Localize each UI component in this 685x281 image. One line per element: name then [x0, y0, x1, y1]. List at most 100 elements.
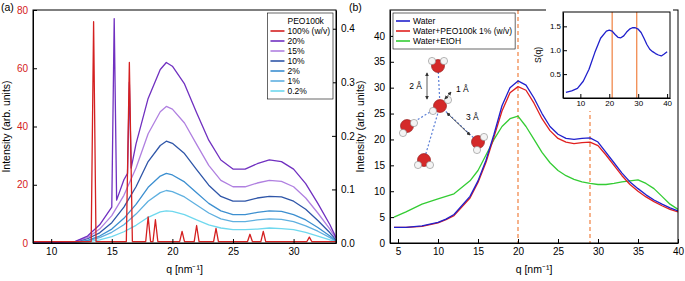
tick-mark	[33, 68, 37, 69]
line-series	[33, 106, 336, 243]
legend-box	[393, 13, 515, 49]
line-series	[33, 191, 336, 243]
tick-mark	[390, 191, 394, 192]
tick-mark	[563, 50, 567, 51]
tick-label: 10	[576, 99, 585, 108]
tick-mark	[33, 243, 37, 244]
tick-label: 5	[396, 246, 402, 257]
line-series	[566, 28, 667, 93]
tick-label: 30	[289, 246, 301, 257]
tick-mark	[294, 239, 295, 243]
reference-line	[612, 12, 613, 98]
figure: 10152025300204060800.00.10.20.30.4q [nm⁻…	[0, 0, 685, 281]
y-axis-title: Intensity (arb. units)	[354, 80, 366, 172]
tick: 0.4	[332, 23, 355, 34]
line-series	[33, 22, 336, 242]
tick-mark	[580, 94, 581, 98]
tick-mark	[518, 239, 519, 243]
tick: 20	[167, 239, 179, 257]
tick-label: 15	[107, 246, 119, 257]
tick-label: 0.4	[341, 23, 355, 34]
line-series	[33, 19, 336, 243]
y2-axis: 0.00.10.20.30.4	[332, 11, 355, 249]
tick: 25	[374, 108, 394, 119]
axis-line	[34, 243, 337, 244]
tick: 10	[46, 239, 58, 257]
tick-mark	[563, 74, 567, 75]
tick: 20	[605, 94, 614, 108]
legend-swatch	[270, 40, 284, 42]
legend-label: 1%	[287, 76, 300, 86]
tick-mark	[478, 239, 479, 243]
tick-label: 20	[605, 99, 614, 108]
tick-label: 0	[22, 238, 28, 249]
y-axis-title: Intensity (arb. units)	[0, 80, 12, 172]
legend-swatch	[270, 80, 284, 82]
tick: 0.3	[332, 77, 355, 88]
tick-label: 0	[379, 238, 385, 249]
annotation: 2 Å	[409, 81, 422, 91]
dimension-arrow	[427, 73, 428, 99]
tick: 30	[374, 82, 394, 93]
tick-label: 1.5	[550, 22, 562, 31]
tick-mark	[667, 94, 668, 98]
hydrogen-atom	[428, 57, 435, 64]
line-series	[394, 81, 678, 228]
tick-label: 10	[46, 246, 58, 257]
annotation: 1 Å	[456, 84, 469, 94]
plot-area	[566, 12, 667, 98]
tick: 5	[396, 239, 402, 257]
tick-label: 20	[167, 246, 179, 257]
hydrogen-atom	[440, 57, 447, 64]
tick-mark	[390, 243, 394, 244]
tick: 0.1	[332, 184, 355, 195]
tick-label: 40	[17, 121, 29, 132]
inset: 102030400.51.01.5S(q)	[533, 9, 673, 111]
tick: 40	[374, 31, 394, 42]
axis-line	[390, 11, 391, 244]
y-axis: 020406080	[17, 5, 37, 249]
tick-mark	[438, 239, 439, 243]
tick-mark	[609, 94, 610, 98]
tick-mark	[563, 26, 567, 27]
legend-box	[267, 13, 333, 99]
tick-label: 15	[374, 160, 386, 171]
tick-mark	[558, 239, 559, 243]
tick-mark	[172, 239, 173, 243]
legend-title: PEO100k	[287, 16, 324, 26]
tick: 40	[17, 121, 37, 132]
hydrogen-atom	[480, 133, 487, 140]
tick: 20	[17, 179, 37, 190]
x-axis-title: q [nm⁻¹]	[516, 263, 553, 275]
molecule-illustration	[399, 57, 487, 168]
hydrogen-atom	[444, 96, 451, 103]
tick: 60	[17, 63, 37, 74]
tick: 40	[663, 94, 672, 108]
tick: 10	[374, 186, 394, 197]
panel: 10152025300204060800.00.10.20.30.4q [nm⁻…	[0, 1, 355, 275]
tick: 30	[593, 239, 605, 257]
tick: 1.5	[550, 22, 567, 31]
tick-mark	[332, 243, 336, 244]
plot-frame	[563, 12, 670, 98]
tick-mark	[51, 239, 52, 243]
tick: 5	[379, 212, 394, 223]
plot-frame	[33, 10, 336, 243]
tick-mark	[390, 88, 394, 89]
legend-label: Water	[413, 16, 436, 26]
line-series	[394, 116, 678, 217]
legend-label: 20%	[287, 36, 304, 46]
hydrogen-atom	[410, 119, 417, 126]
tick: 15	[473, 239, 485, 257]
tick-mark	[33, 185, 37, 186]
tick-mark	[332, 136, 336, 137]
inset-background	[546, 9, 673, 111]
tick-mark	[638, 94, 639, 98]
tick-label: 30	[593, 246, 605, 257]
tick-label: 35	[633, 246, 645, 257]
tick-mark	[33, 10, 37, 11]
tick-label: 40	[673, 246, 685, 257]
tick-mark	[390, 62, 394, 63]
legend-swatch	[396, 30, 410, 32]
reference-line	[636, 12, 637, 98]
